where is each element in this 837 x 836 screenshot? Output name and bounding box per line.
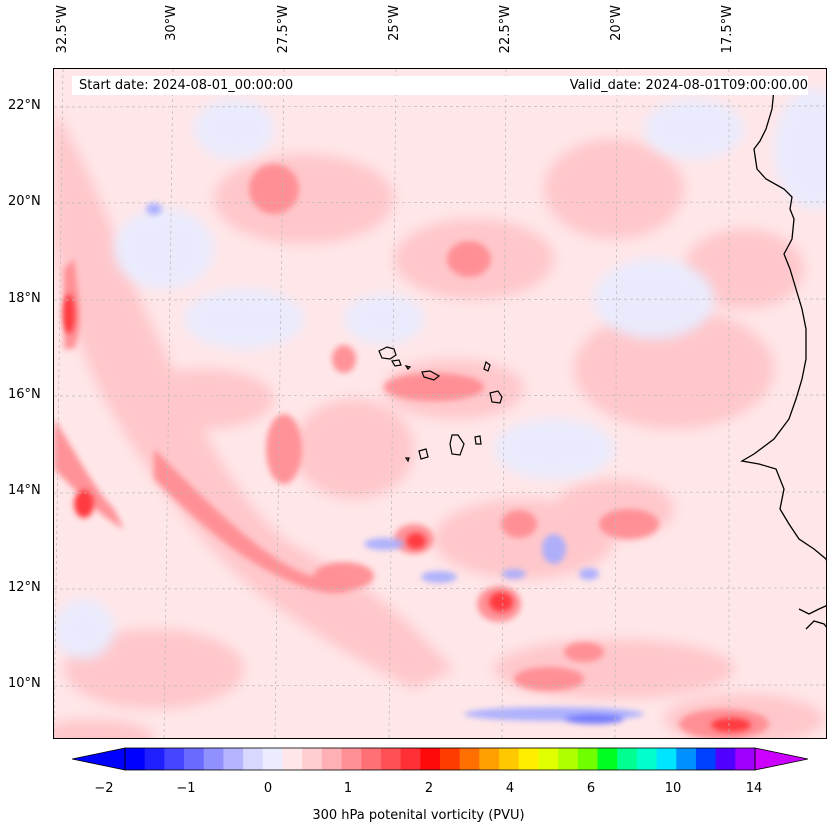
pv-field-map [54,69,826,738]
colorbar-cell [538,748,559,770]
colorbar-cell [695,748,717,770]
colorbar-tick-label: 10 [664,781,682,796]
colorbar-outline [124,747,756,771]
colorbar-cell [164,748,185,770]
colorbar-tick-label: −1 [176,781,196,796]
colorbar-cell [361,748,382,770]
colorbar-cell [184,748,205,770]
latitude-label: 12°N [8,580,41,595]
colorbar-cell [440,748,461,770]
colorbar-cell [203,748,224,770]
colorbar [72,747,809,771]
latitude-label: 22°N [8,98,41,113]
colorbar-cell [144,748,165,770]
latitude-label: 20°N [8,194,41,209]
colorbar-cell [518,748,539,770]
longitude-label: 27.5°W [276,5,291,54]
latitude-label: 14°N [8,483,41,498]
colorbar-cell [302,748,323,770]
coastlines [740,88,826,630]
colorbar-cell [656,748,677,770]
colorbar-tick-label: 14 [745,781,763,796]
colorbar-tick-label: 4 [505,781,515,796]
start-date-label: Start date: 2024-08-01_00:00:00 [79,78,294,93]
colorbar-cell [321,748,343,770]
longitude-label: 22.5°W [498,5,513,54]
colorbar-tick-label: 1 [343,781,353,796]
colorbar-tick-label: −2 [94,781,114,796]
longitude-label: 17.5°W [720,5,735,54]
colorbar-cell [636,748,658,770]
longitude-label: 32.5°W [55,5,70,54]
map-panel [53,68,827,739]
colorbar-cell [400,748,421,770]
colorbar-cell [597,748,618,770]
colorbar-cell [735,748,756,770]
longitude-label: 20°W [609,5,624,41]
info-box [72,76,808,95]
colorbar-tick-label: 0 [263,781,273,796]
valid-date-label: Valid_date: 2024-08-01T09:00:00.00 [569,78,808,93]
colorbar-cell [577,748,598,770]
colorbar-cell [282,748,303,770]
pv-light-red-areas [54,109,824,738]
colorbar-cell [715,748,736,770]
colorbar-cell [459,748,480,770]
colorbar-cell [420,748,441,770]
colorbar-cell [617,748,638,770]
latitude-label: 10°N [8,676,41,691]
latitude-label: 16°N [8,387,41,402]
colorbar-extend-min [72,747,126,771]
latitude-label: 18°N [8,291,41,306]
colorbar-cell [262,748,283,770]
colorbar-cell [558,748,579,770]
colorbar-tick-label: 6 [586,781,596,796]
colorbar-cell [243,748,264,770]
colorbar-cell [479,748,500,770]
pv-blue-areas [146,203,644,724]
colorbar-cell [380,748,402,770]
colorbar-cell [223,748,244,770]
gridlines [54,69,826,738]
longitude-label: 30°W [164,5,179,41]
colorbar-label: 300 hPa potenital vorticity (PVU) [312,808,525,823]
colorbar-cell [341,748,362,770]
pv-strong-red-cores [63,294,751,732]
longitude-label: 25°W [387,5,402,41]
colorbar-tick-label: 2 [424,781,434,796]
colorbar-cell [125,748,146,770]
colorbar-cell [676,748,697,770]
colorbar-extend-max [754,747,809,771]
colorbar-cell [499,748,520,770]
cape-verde-islands [378,346,503,463]
